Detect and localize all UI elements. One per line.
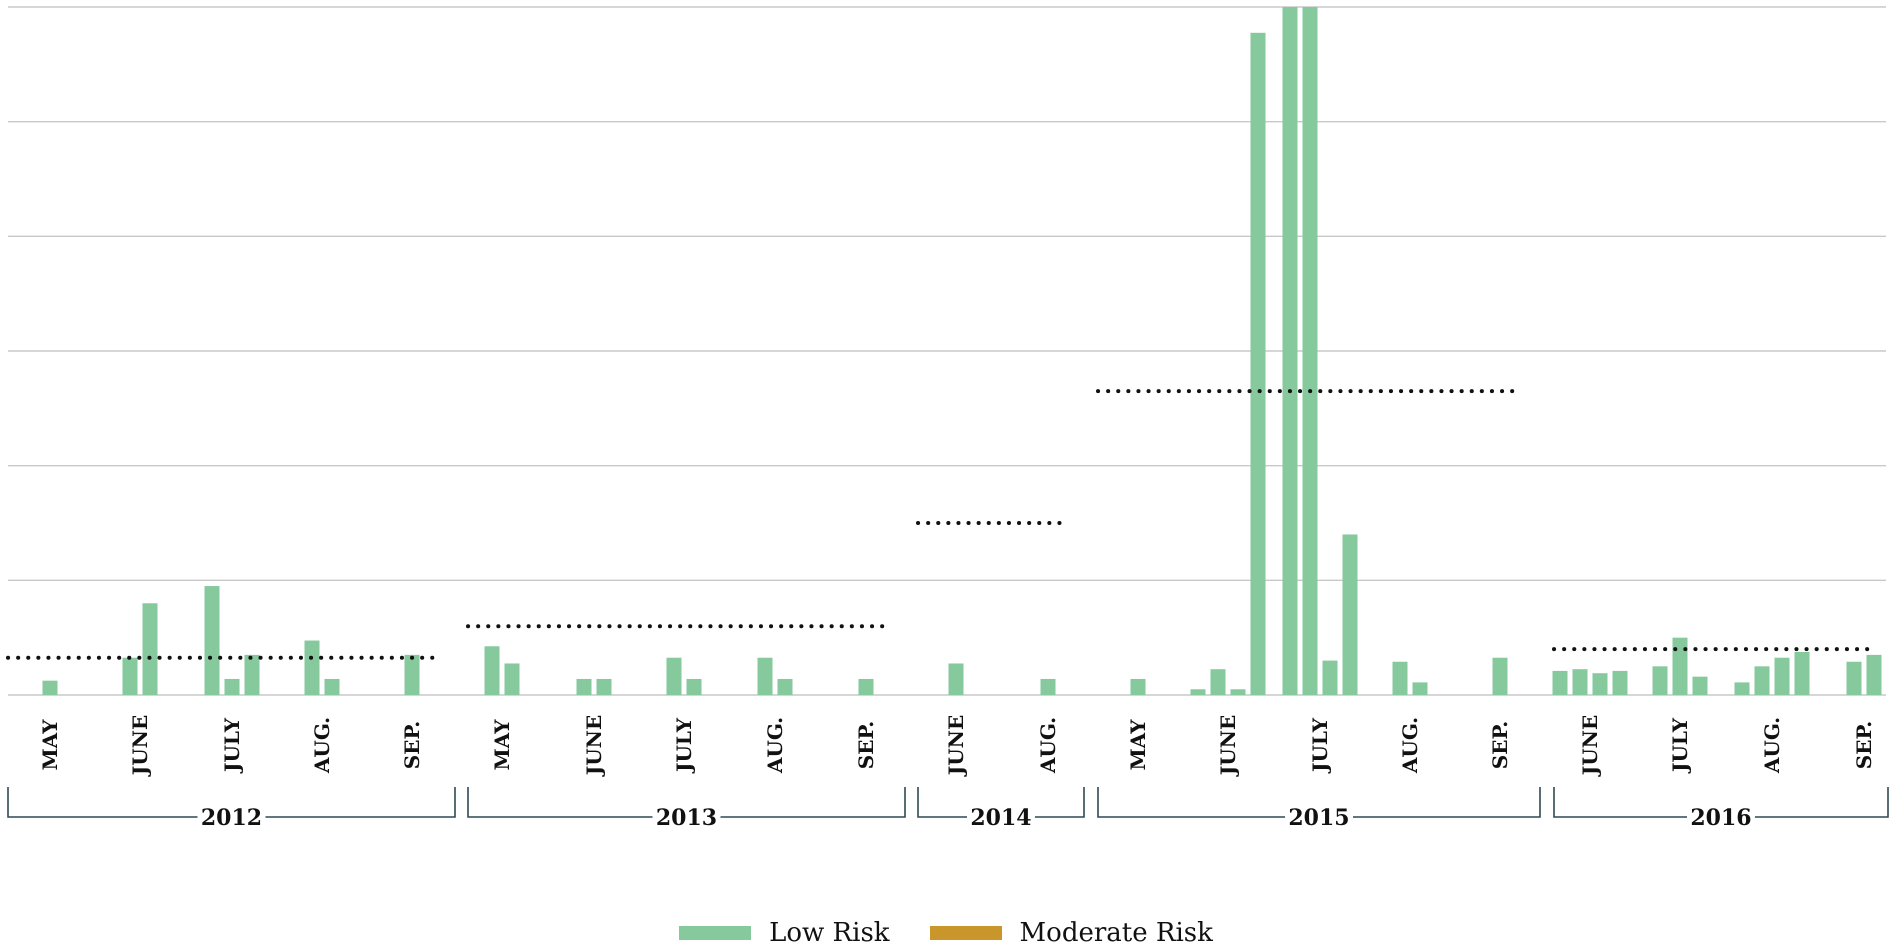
year-bracket-right bbox=[1035, 787, 1085, 818]
year-bracket-left bbox=[7, 787, 198, 818]
legend-item-moderate-risk: Moderate Risk bbox=[929, 918, 1213, 948]
year-bracket-left bbox=[1553, 787, 1687, 818]
year-label: 2014 bbox=[970, 805, 1031, 831]
bar-low-risk bbox=[948, 663, 964, 695]
bar-low-risk bbox=[1592, 673, 1608, 695]
average-lines-group bbox=[6, 389, 1870, 660]
bar-low-risk bbox=[1652, 666, 1668, 695]
month-tick-label: SEP. bbox=[854, 721, 878, 769]
bar-low-risk bbox=[1282, 7, 1298, 695]
year-bracket-right bbox=[1755, 787, 1889, 818]
year-bracket-right bbox=[720, 787, 906, 818]
gridlines bbox=[8, 6, 1886, 696]
bar-low-risk bbox=[1572, 669, 1588, 695]
bar-low-risk bbox=[576, 678, 592, 695]
month-tick-label: SEP. bbox=[1852, 721, 1876, 769]
year-bracket-right bbox=[265, 787, 456, 818]
year-brackets-group: 2012 2013 2014 2015 2016 bbox=[7, 787, 1889, 831]
bar-low-risk bbox=[1612, 670, 1628, 695]
month-tick-label: SEP. bbox=[1488, 721, 1512, 769]
bar-low-risk bbox=[324, 678, 340, 695]
legend: Low Risk Moderate Risk bbox=[0, 918, 1892, 948]
bar-low-risk bbox=[224, 678, 240, 695]
bar-low-risk bbox=[858, 678, 874, 695]
month-tick-label: JUNE bbox=[1578, 715, 1602, 777]
bar-low-risk bbox=[304, 640, 320, 695]
month-tick-label: AUG. bbox=[1398, 717, 1422, 774]
year-bracket-left bbox=[1097, 787, 1285, 818]
month-tick-label: MAY bbox=[490, 719, 514, 771]
month-tick-label: AUG. bbox=[1036, 717, 1060, 774]
bar-low-risk bbox=[666, 657, 682, 695]
bar-low-risk bbox=[1130, 678, 1146, 695]
bar-low-risk bbox=[1672, 637, 1688, 695]
year-label: 2015 bbox=[1288, 805, 1349, 831]
bar-low-risk bbox=[1692, 676, 1708, 695]
legend-swatch-moderate-risk bbox=[929, 926, 1002, 940]
bar-low-risk bbox=[1866, 654, 1882, 695]
month-tick-label: AUG. bbox=[1760, 717, 1784, 774]
month-tick-label: AUG. bbox=[310, 717, 334, 774]
month-tick-label: JULY bbox=[1308, 717, 1332, 774]
bar-low-risk bbox=[1774, 657, 1790, 695]
year-bracket-right bbox=[1353, 787, 1541, 818]
bar-low-risk bbox=[1754, 666, 1770, 695]
bar-low-risk bbox=[484, 646, 500, 695]
year-label: 2013 bbox=[656, 805, 717, 831]
bar-low-risk bbox=[1190, 689, 1206, 695]
bar-low-risk bbox=[204, 586, 220, 695]
bar-low-risk bbox=[1250, 32, 1266, 696]
legend-item-low-risk: Low Risk bbox=[679, 918, 890, 948]
bars-group bbox=[42, 7, 1882, 696]
month-labels-group: MAY JUNE JULY AUG. SEP. MAY JUNE JULY AUG. SEP. JU… bbox=[38, 715, 1876, 777]
month-tick-label: AUG. bbox=[763, 717, 787, 774]
bar-low-risk bbox=[404, 654, 420, 695]
bar-low-risk bbox=[1322, 660, 1338, 695]
month-tick-label: JUNE bbox=[1216, 715, 1240, 777]
month-tick-label: JULY bbox=[1668, 717, 1692, 774]
month-tick-label: MAY bbox=[1126, 719, 1150, 771]
bar-low-risk bbox=[596, 678, 612, 695]
legend-swatch-low-risk bbox=[679, 926, 752, 940]
month-tick-label: JUNE bbox=[944, 715, 968, 777]
bar-low-risk bbox=[1552, 670, 1568, 695]
month-tick-label: MAY bbox=[38, 719, 62, 771]
bar-low-risk bbox=[1794, 652, 1810, 695]
bar-low-risk bbox=[42, 680, 58, 695]
bar-low-risk bbox=[1230, 689, 1246, 695]
year-label: 2012 bbox=[201, 805, 262, 831]
legend-label-moderate-risk: Moderate Risk bbox=[1019, 918, 1213, 948]
bar-low-risk bbox=[777, 678, 793, 695]
bar-low-risk bbox=[1846, 661, 1862, 695]
month-tick-label: JUNE bbox=[582, 715, 606, 777]
bar-low-risk bbox=[122, 657, 138, 695]
month-tick-label: SEP. bbox=[400, 721, 424, 769]
bar-low-risk bbox=[1210, 669, 1226, 695]
month-tick-label: JUNE bbox=[128, 715, 152, 777]
bar-low-risk bbox=[1392, 661, 1408, 695]
month-tick-label: JULY bbox=[220, 717, 244, 774]
year-bracket-left bbox=[917, 787, 967, 818]
bar-low-risk bbox=[1492, 657, 1508, 695]
bar-low-risk bbox=[1412, 682, 1428, 695]
bar-low-risk bbox=[504, 663, 520, 695]
year-bracket-left bbox=[467, 787, 653, 818]
bar-low-risk bbox=[244, 654, 260, 695]
bar-low-risk bbox=[757, 657, 773, 695]
bar-low-risk bbox=[1734, 682, 1750, 695]
legend-label-low-risk: Low Risk bbox=[769, 918, 890, 948]
month-tick-label: JULY bbox=[672, 717, 696, 774]
bar-low-risk bbox=[142, 603, 158, 695]
year-label: 2016 bbox=[1690, 805, 1751, 831]
bar-low-risk bbox=[686, 678, 702, 695]
bar-low-risk bbox=[1040, 678, 1056, 695]
bar-low-risk bbox=[1342, 534, 1358, 695]
bar-low-risk bbox=[1302, 7, 1318, 695]
